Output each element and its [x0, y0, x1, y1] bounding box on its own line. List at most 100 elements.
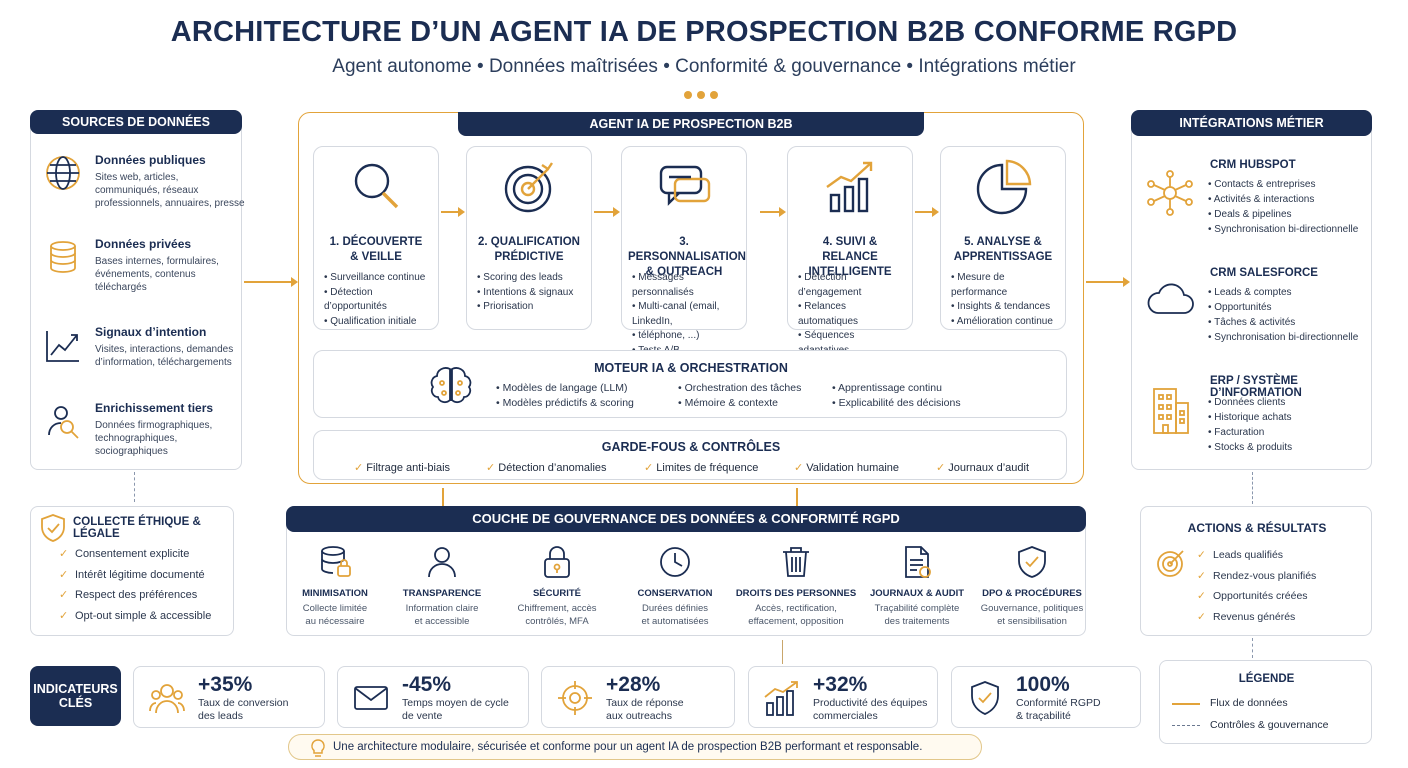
page-subtitle: Agent autonome • Données maîtrisées • Co…: [332, 56, 1076, 77]
database-lock-icon: [321, 546, 351, 577]
gov-desc: Gouvernance, politiques: [980, 603, 1084, 614]
gov-item-conservation: CONSERVATION Durées définies et automatis…: [610, 544, 740, 628]
target-icon: [1157, 550, 1184, 577]
gov-desc: Accès, rectification,: [755, 603, 837, 614]
guard-label: Limites de fréquence: [656, 462, 759, 474]
footer-banner: Une architecture modulaire, sécurisée et…: [288, 734, 982, 760]
list-item: Détection d’opportunités: [324, 286, 432, 315]
legend-control-label: Contrôles & gouvernance: [1210, 719, 1329, 731]
gov-item-minimisation: MINIMISATION Collecte limitée au nécessai…: [270, 544, 400, 628]
padlock-icon: [544, 546, 570, 578]
kpi-label-line: INDICATEURS: [33, 682, 118, 696]
guards-panel: GARDE-FOUS & CONTRÔLES ✓ Filtrage anti-b…: [313, 430, 1067, 480]
list-item: Modèles de langage (LLM): [496, 381, 634, 396]
step-card-outreach: 3. PERSONNALISATION& OUTREACH Messages p…: [621, 146, 747, 356]
list-item: Stocks & produits: [1208, 440, 1292, 455]
list-item: Synchronisation bi-directionnelle: [1208, 222, 1358, 237]
flow-arrow-up: [796, 488, 798, 506]
flow-arrow-up: [782, 640, 783, 664]
list-item: Leads & comptes: [1208, 285, 1358, 300]
source-title: Données privées: [95, 237, 192, 251]
clock-icon: [660, 547, 690, 577]
kpi-value: -45%: [402, 673, 452, 696]
sources-header: SOURCES DE DONNÉES: [30, 110, 242, 134]
globe-icon: [46, 156, 80, 190]
step-title: PRÉDICTIVE: [494, 251, 564, 263]
results-title: ACTIONS & RÉSULTATS: [1187, 521, 1327, 535]
list-item: Contacts & entreprises: [1208, 177, 1358, 192]
engine-panel: MOTEUR IA & ORCHESTRATION Modèles de lan…: [313, 350, 1067, 418]
gov-title: DPO & PROCÉDURES: [982, 588, 1082, 599]
source-desc: Données firmographiques, technographique…: [95, 420, 213, 457]
target-icon: [504, 162, 553, 213]
kpi-desc: Productivité des équipes: [813, 697, 928, 709]
lightbulb-icon: [311, 739, 325, 757]
gov-desc: et accessible: [414, 615, 470, 627]
gov-desc: Durées définies: [641, 603, 708, 614]
gov-title: JOURNAUX & AUDIT: [869, 588, 965, 599]
gov-desc: et automatisées: [641, 615, 709, 627]
list-item: Surveillance continue: [324, 271, 432, 286]
source-title: Signaux d’intention: [95, 325, 207, 339]
growth-chart-icon: [826, 161, 873, 213]
kpi-desc: Conformité RGPD: [1016, 697, 1101, 709]
list-item: Respect des préférences: [59, 585, 211, 606]
gov-desc: Chiffrement, accès: [517, 603, 597, 614]
list-item: téléphone, ...): [632, 329, 740, 344]
gov-item-journaux: JOURNAUX & AUDIT Traçabilité complète des…: [852, 544, 982, 628]
legend-title: LÉGENDE: [1238, 673, 1295, 685]
list-item: Opportunités: [1208, 300, 1358, 315]
magnifier-icon: [354, 163, 399, 209]
list-item: Revenus générés: [1197, 607, 1316, 628]
engine-title: MOTEUR IA & ORCHESTRATION: [594, 361, 788, 375]
flow-arrow: [915, 207, 939, 217]
list-item: Détection d’engagement: [798, 271, 906, 300]
footer-text: Une architecture modulaire, sécurisée et…: [333, 741, 923, 753]
list-item: Historique achats: [1208, 410, 1292, 425]
list-item: Mesure de performance: [951, 271, 1059, 300]
source-title: Enrichissement tiers: [95, 401, 214, 415]
flow-arrow: [1086, 277, 1130, 287]
gov-item-droits: DROITS DES PERSONNES Accès, rectificatio…: [731, 544, 861, 628]
guard-label: Validation humaine: [806, 462, 900, 474]
list-item: Synchronisation bi-directionnelle: [1208, 330, 1358, 345]
gov-item-transparence: TRANSPARENCE Information claire et access…: [377, 544, 507, 628]
list-item: Explicabilité des décisions: [832, 396, 961, 411]
shield-check-icon: [1018, 546, 1046, 578]
document-icon: [905, 546, 931, 578]
gov-desc: Traçabilité complète: [874, 603, 960, 614]
gov-desc: contrôlés, MFA: [525, 615, 589, 627]
step-title: & VEILLE: [350, 251, 402, 263]
kpi-label-line: CLÉS: [58, 696, 93, 710]
integrations-header: INTÉGRATIONS MÉTIER: [1131, 110, 1372, 136]
integrations-panel: CRM HUBSPOT Contacts & entreprisesActivi…: [1131, 118, 1372, 470]
list-item: Deals & pipelines: [1208, 207, 1358, 222]
list-item: Données clients: [1208, 395, 1292, 410]
gov-desc: Collecte limitée: [302, 603, 368, 614]
flow-arrow: [244, 277, 298, 287]
guard-label: Journaux d’audit: [948, 462, 1030, 474]
source-desc: Visites, interactions, demandes d’inform…: [95, 344, 234, 368]
user-search-icon: [48, 406, 79, 439]
step-title: 1. DÉCOUVERTE: [329, 236, 423, 248]
trend-icon: [46, 331, 79, 362]
integration-title: CRM HUBSPOT: [1210, 159, 1296, 171]
list-item: Priorisation: [477, 300, 585, 315]
list-item: Scoring des leads: [477, 271, 585, 286]
kpi-card: +28% Taux de réponse aux outreachs: [541, 666, 735, 728]
legend-control-line: [1172, 725, 1200, 726]
kpi-desc: de vente: [402, 710, 443, 722]
guard-item: ✓ Limites de fréquence: [644, 462, 759, 474]
source-title: Données publiques: [95, 153, 206, 167]
step-title: 4. SUIVI & RELANCE: [822, 236, 878, 263]
list-item: Multi-canal (email, LinkedIn,: [632, 300, 740, 329]
kpi-card: 100% Conformité RGPD & traçabilité: [951, 666, 1141, 728]
guards-title: GARDE-FOUS & CONTRÔLES: [601, 440, 781, 454]
sources-panel: Données publiques Sites web, articles, co…: [30, 118, 245, 470]
flow-arrow-up: [442, 488, 444, 506]
kpi-desc: commerciales: [813, 710, 878, 722]
gov-title: CONSERVATION: [637, 588, 713, 599]
kpi-label: INDICATEURS CLÉS: [30, 666, 121, 726]
list-item: Facturation: [1208, 425, 1292, 440]
kpi-desc: Temps moyen de cycle: [402, 697, 509, 709]
